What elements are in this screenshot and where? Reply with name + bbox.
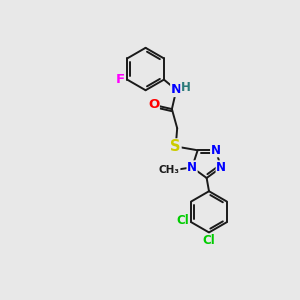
Text: N: N	[216, 161, 226, 174]
Text: CH₃: CH₃	[159, 165, 180, 175]
Text: Cl: Cl	[202, 234, 215, 247]
Text: N: N	[171, 83, 182, 96]
Text: Cl: Cl	[176, 214, 189, 227]
Text: H: H	[181, 81, 191, 94]
Text: F: F	[116, 73, 125, 86]
Text: N: N	[187, 161, 197, 174]
Text: N: N	[211, 144, 220, 157]
Text: O: O	[148, 98, 159, 111]
Text: S: S	[170, 139, 181, 154]
